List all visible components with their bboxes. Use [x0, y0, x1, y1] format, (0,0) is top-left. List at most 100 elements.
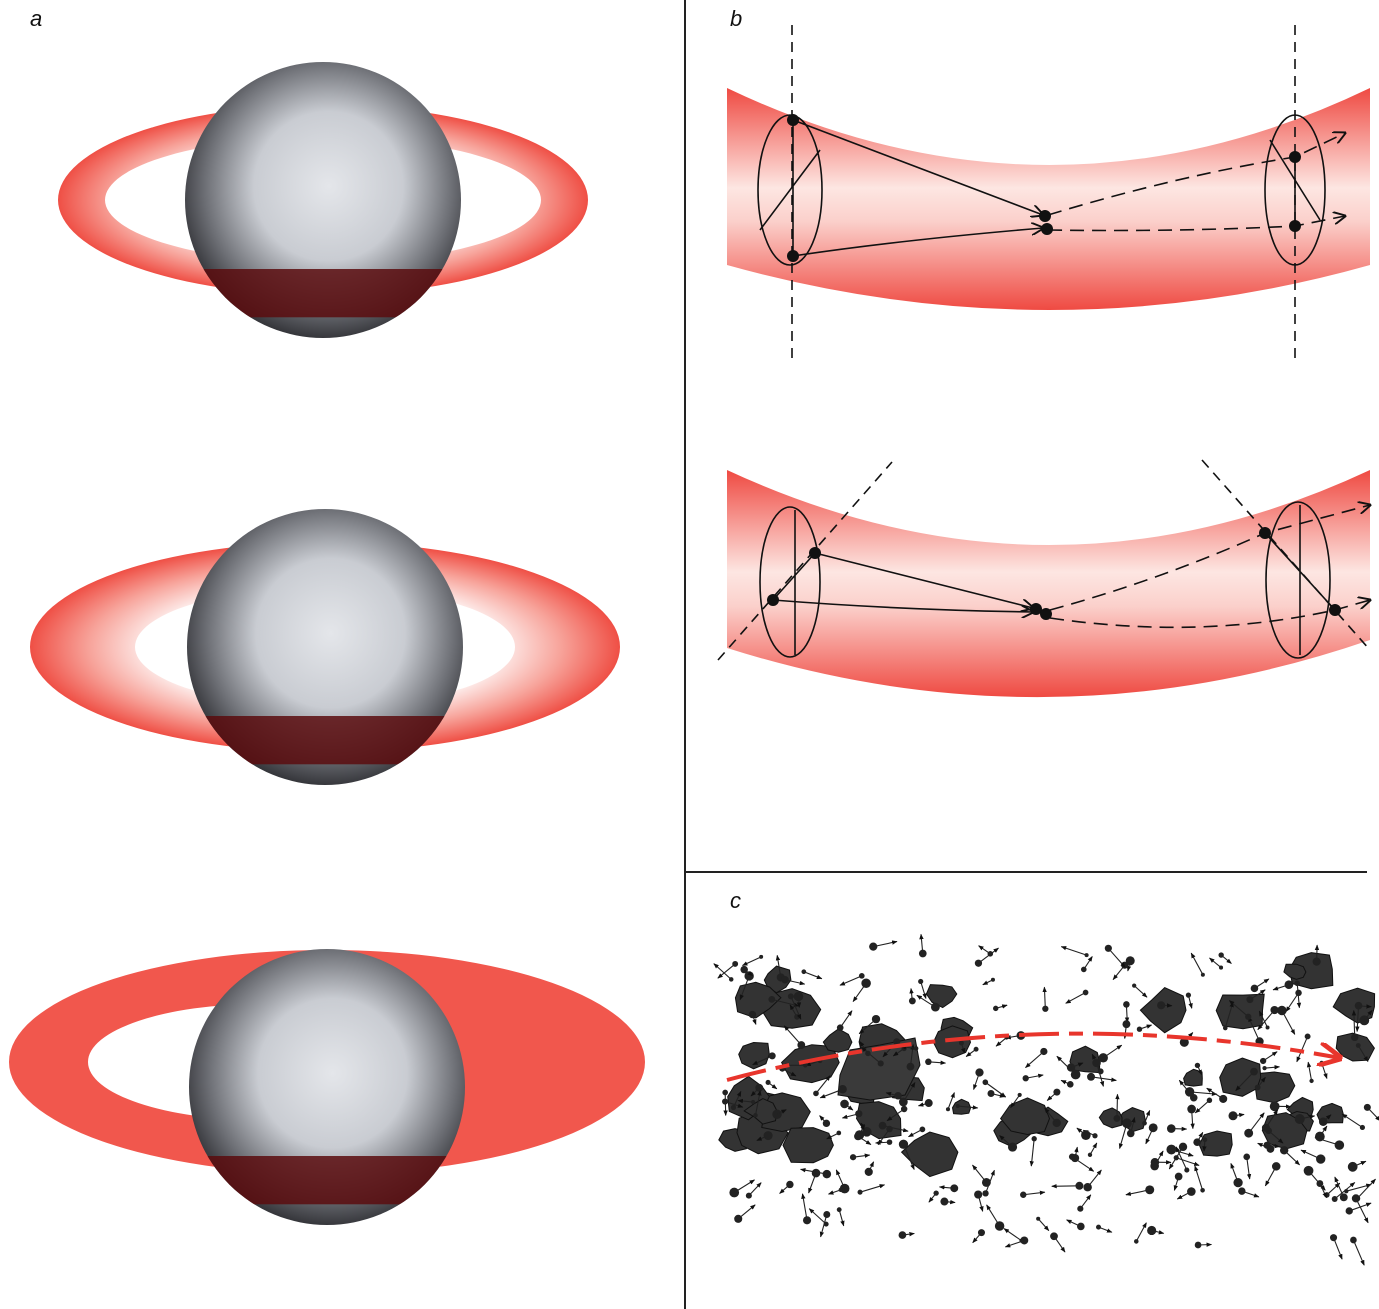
velocity — [1044, 987, 1045, 1009]
velocity — [804, 972, 822, 979]
velocity — [1301, 1150, 1321, 1159]
rock — [1216, 994, 1264, 1029]
velocity — [738, 1205, 755, 1219]
particle — [1285, 980, 1294, 989]
velocity — [734, 1180, 754, 1193]
velocity — [1254, 979, 1268, 988]
velocity — [1357, 1179, 1375, 1198]
rock — [1284, 964, 1306, 979]
velocity — [840, 1011, 852, 1028]
velocity — [1353, 1240, 1364, 1265]
velocity — [1117, 1094, 1118, 1118]
particle — [749, 1011, 756, 1018]
velocity — [1282, 1010, 1295, 1034]
velocity — [1210, 958, 1222, 968]
particle — [1244, 1129, 1253, 1138]
particle — [899, 1098, 908, 1107]
velocity — [1263, 1052, 1277, 1061]
ring-shadow — [185, 269, 461, 317]
velocity — [1088, 1170, 1102, 1187]
velocity — [718, 964, 735, 978]
velocity — [873, 942, 897, 947]
velocity — [1067, 1220, 1081, 1227]
particle — [1238, 1187, 1245, 1194]
velocity — [1080, 1195, 1090, 1209]
velocity — [749, 1183, 761, 1196]
velocity — [803, 1194, 808, 1220]
velocity — [1108, 948, 1125, 967]
tube-diagram — [727, 25, 1370, 360]
velocity — [1322, 1063, 1327, 1079]
velocity — [1195, 1166, 1203, 1190]
velocity — [1286, 993, 1299, 1012]
ring-shadow — [189, 1156, 465, 1204]
velocity — [1139, 1025, 1151, 1029]
velocity — [996, 1038, 1006, 1047]
velocity — [1342, 1114, 1362, 1127]
velocity — [1309, 1171, 1326, 1191]
ring-front — [187, 716, 463, 764]
velocity — [921, 981, 926, 998]
velocity — [1113, 965, 1125, 979]
ring-shadow — [187, 716, 463, 764]
velocity — [836, 1170, 844, 1189]
particle — [1175, 1173, 1183, 1181]
velocity — [1134, 986, 1147, 998]
velocity — [1195, 1100, 1209, 1113]
rock — [739, 1043, 770, 1069]
panel-label: a — [30, 6, 42, 31]
velocity — [1066, 992, 1086, 1003]
velocity — [1356, 1198, 1368, 1222]
velocity — [973, 1233, 982, 1243]
velocity — [1367, 1107, 1379, 1120]
velocity — [1242, 1191, 1259, 1197]
velocity — [1334, 1238, 1343, 1260]
velocity — [983, 980, 993, 985]
velocity — [1265, 1067, 1280, 1068]
velocity — [1247, 1157, 1250, 1179]
velocity — [966, 1049, 976, 1056]
velocity — [987, 1205, 1000, 1226]
velocity — [1335, 1177, 1344, 1197]
rock — [1220, 1058, 1261, 1096]
velocity — [809, 1173, 816, 1193]
velocity — [1099, 1227, 1112, 1232]
velocity — [909, 1129, 923, 1136]
velocity — [853, 983, 866, 1001]
ring-front — [189, 1156, 465, 1204]
velocity — [1061, 947, 1086, 956]
particle — [1277, 1006, 1286, 1015]
velocity — [1047, 1092, 1057, 1100]
velocity — [1320, 1184, 1327, 1198]
tube — [727, 470, 1370, 697]
velocity — [929, 1193, 936, 1202]
velocity — [809, 1209, 826, 1225]
panel-label: c — [730, 888, 741, 913]
saturn-group — [9, 62, 645, 1225]
velocity — [1031, 1139, 1034, 1166]
velocity — [979, 946, 991, 954]
tube-diagram — [718, 460, 1370, 697]
rock — [783, 1128, 833, 1163]
velocity — [743, 957, 762, 966]
velocity — [1038, 1219, 1049, 1231]
velocity — [1084, 957, 1093, 970]
velocity — [839, 1210, 843, 1226]
velocity — [1191, 953, 1203, 975]
velocity — [1103, 1045, 1121, 1058]
panel-label: b — [730, 6, 742, 31]
velocity — [1171, 1129, 1186, 1130]
velocity — [860, 1185, 884, 1192]
page: a b c — [0, 0, 1379, 1309]
velocity — [1145, 1111, 1150, 1124]
particle — [840, 1100, 849, 1109]
rock — [823, 1029, 852, 1052]
tube — [727, 88, 1370, 310]
velocity — [1176, 1158, 1199, 1166]
rock — [902, 1132, 958, 1177]
figure: a b c — [0, 0, 1379, 1309]
velocity — [1265, 1166, 1276, 1185]
ring-front — [185, 269, 461, 317]
velocity — [1136, 1223, 1146, 1242]
particle — [901, 1106, 907, 1112]
